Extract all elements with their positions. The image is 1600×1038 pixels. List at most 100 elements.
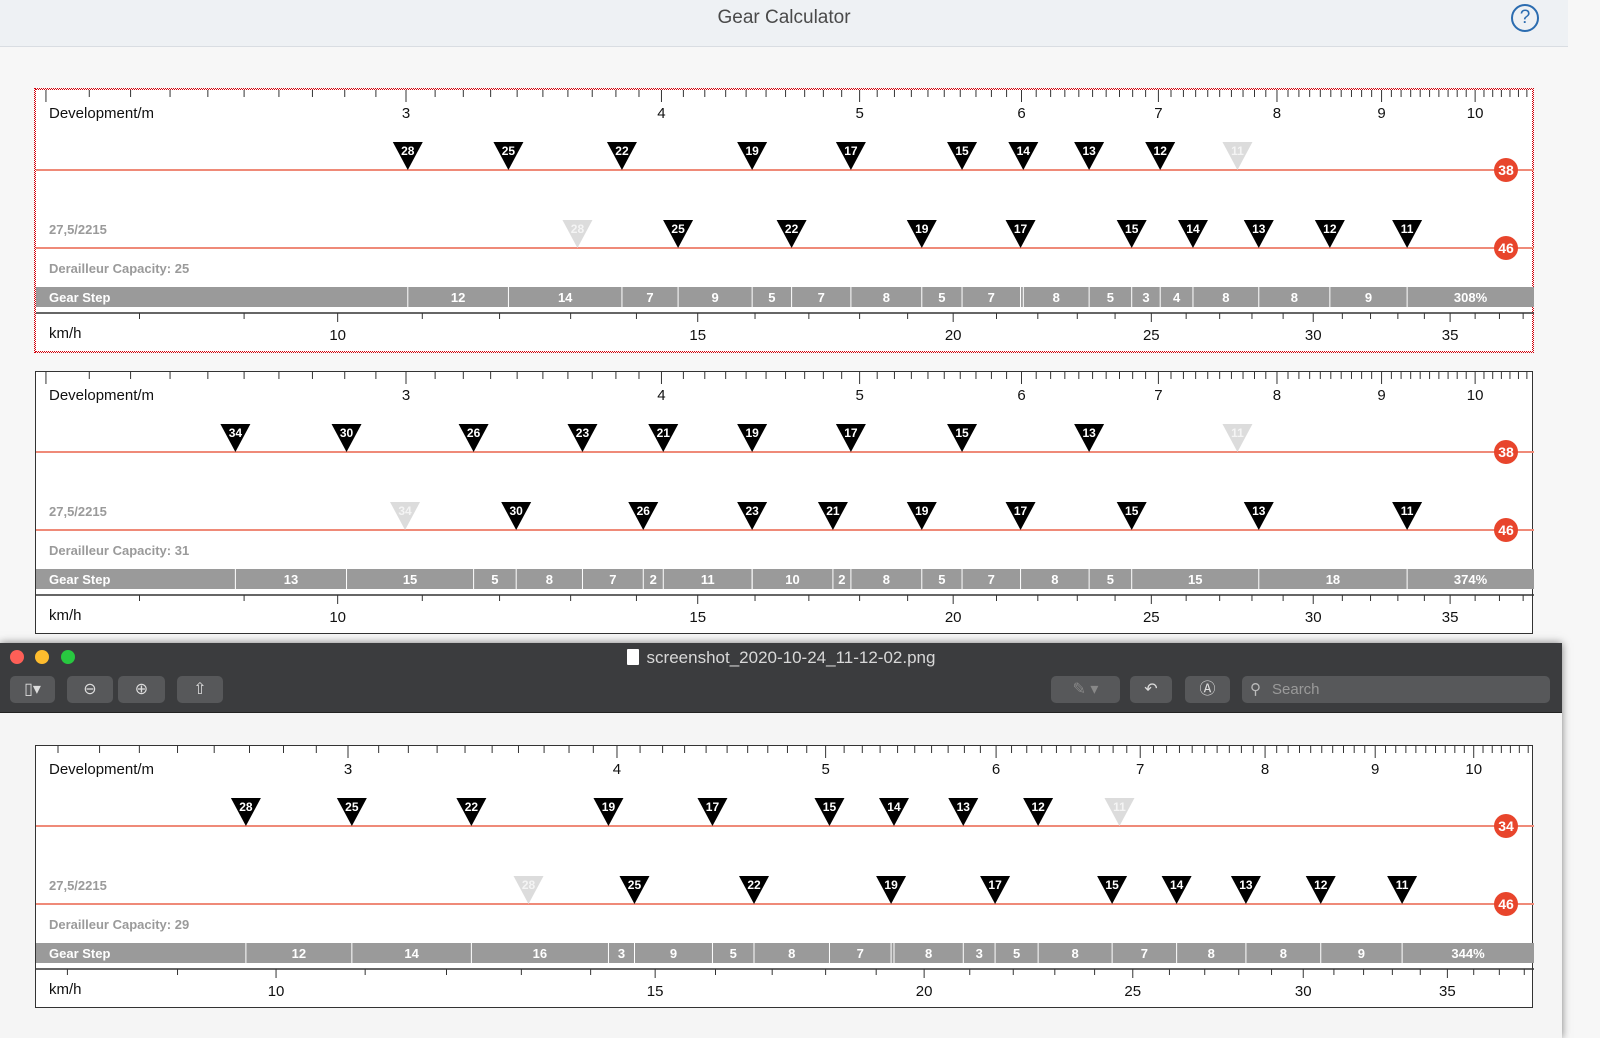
cog-label: 25 [502, 144, 516, 158]
gear-marker [606, 142, 637, 170]
cog-label: 17 [844, 144, 858, 158]
cog-label: 17 [844, 426, 858, 440]
cog-label: 17 [706, 800, 720, 814]
cog-label: 15 [955, 426, 969, 440]
annotate-icon: Ⓐ [1199, 681, 1216, 698]
cog-label: 15 [1125, 504, 1139, 518]
speed-tick-label: 20 [916, 983, 933, 1000]
cog-label: 28 [401, 144, 415, 158]
cog-label: 23 [745, 504, 759, 518]
search-icon: ⚲ [1250, 681, 1261, 698]
gear-step-value: 5 [1013, 946, 1020, 961]
dev-tick-label: 6 [1017, 105, 1025, 122]
gear-step-value: 12 [292, 946, 306, 961]
cog-label: 14 [1017, 144, 1031, 158]
cog-label: 13 [957, 800, 971, 814]
gear-marker [878, 798, 909, 826]
gear-step-bar [36, 287, 1534, 307]
markup-button[interactable]: ✎ ▾ [1051, 676, 1120, 703]
filename: screenshot_2020-10-24_11-12-02.png [646, 648, 936, 667]
cog-label: 22 [785, 222, 799, 236]
gear-marker [776, 220, 807, 248]
cog-label: 13 [1252, 504, 1266, 518]
zoom-in-button[interactable]: ⊕ [118, 676, 165, 703]
gear-panel-2[interactable]: Development/m 3 4 5 6 7 8 9 10 34 30 26 23 21 19 17 15 13… [35, 371, 1534, 634]
cog-label: 34 [229, 426, 243, 440]
gear-marker [835, 424, 866, 452]
gear-marker [493, 142, 524, 170]
speed-tick-label: 20 [945, 609, 962, 626]
gear-step-value: 8 [1208, 946, 1215, 961]
help-circle-icon[interactable]: ? [1511, 4, 1539, 32]
gear-step-value: 3 [976, 946, 983, 961]
gear-panel-3[interactable]: Development/m 3 4 5 6 7 8 9 10 28 25 22 19 17 15 14 13 12… [35, 745, 1534, 1008]
zoom-out-button[interactable]: ⊖ [67, 676, 113, 703]
speed-tick-label: 20 [945, 327, 962, 344]
sidebar-button[interactable]: ▯▾ [10, 676, 55, 703]
gear-marker [1243, 220, 1274, 248]
cog-label: 13 [1082, 426, 1096, 440]
cog-label: 15 [1105, 878, 1119, 892]
gear-marker [1116, 220, 1147, 248]
search-input[interactable]: ⚲ Search [1242, 676, 1550, 703]
gear-marker-disabled [513, 876, 544, 904]
gear-step-value: 8 [1291, 290, 1298, 305]
minimize-button[interactable] [35, 650, 49, 664]
speed-tick-label: 10 [329, 327, 346, 344]
dev-tick-label: 7 [1154, 387, 1162, 404]
gear-marker [906, 220, 937, 248]
gear-marker [1314, 220, 1345, 248]
gear-marker [1392, 220, 1423, 248]
speed-tick-label: 10 [268, 983, 285, 1000]
share-button[interactable]: ⇧ [177, 676, 223, 703]
gear-marker-disabled [1104, 798, 1135, 826]
gear-step-value: 14 [404, 946, 419, 961]
gear-step-value: 5 [938, 572, 945, 587]
cog-label: 12 [1314, 878, 1328, 892]
dev-tick-label: 7 [1154, 105, 1162, 122]
dev-tick-label: 3 [344, 761, 352, 778]
cog-label: 30 [510, 504, 524, 518]
rotate-icon: ↶ [1144, 681, 1158, 698]
gear-step-value: 13 [284, 572, 298, 587]
gear-marker [1005, 502, 1036, 530]
speed-tick-label: 15 [689, 327, 706, 344]
chainring-badge [1494, 440, 1518, 464]
dev-tick-label: 10 [1467, 105, 1484, 122]
rotate-button[interactable]: ↶ [1130, 676, 1172, 703]
dev-tick-label: 8 [1261, 761, 1269, 778]
dev-tick-label: 8 [1273, 387, 1281, 404]
gear-step-label: Gear Step [49, 946, 110, 961]
close-button[interactable] [10, 650, 24, 664]
gear-step-value: 9 [1365, 290, 1372, 305]
maximize-button[interactable] [61, 650, 75, 664]
speed-tick-label: 25 [1124, 983, 1141, 1000]
gear-marker-disabled [390, 502, 421, 530]
speed-tick-label: 15 [689, 609, 706, 626]
dev-tick-label: 5 [855, 105, 863, 122]
gear-marker [1392, 502, 1423, 530]
gear-step-value: 7 [988, 572, 995, 587]
gear-marker [1023, 798, 1054, 826]
cog-label: 11 [1396, 878, 1409, 892]
cog-label: 22 [615, 144, 629, 158]
dev-tick-label: 9 [1377, 387, 1385, 404]
dev-tick-label: 8 [1273, 105, 1281, 122]
speed-tick-label: 30 [1305, 609, 1322, 626]
cog-label: 15 [823, 800, 837, 814]
speed-tick-label: 30 [1295, 983, 1312, 1000]
speed-axis-label: km/h [49, 981, 82, 998]
gear-marker [648, 424, 679, 452]
gear-step-value: 11 [701, 572, 715, 587]
gear-panel-1[interactable]: Development/m 3 4 5 6 7 8 9 10 28 25 22 19 17 15 14 13 12… [34, 88, 1534, 353]
gear-step-value: 15 [1188, 572, 1202, 587]
gear-step-value: 2 [838, 572, 845, 587]
gear-marker [1008, 142, 1039, 170]
window-toolbar: screenshot_2020-10-24_11-12-02.png ▯▾ ⊖ … [0, 643, 1562, 713]
cog-label: 19 [884, 878, 898, 892]
annotate-button[interactable]: Ⓐ [1185, 676, 1230, 703]
gear-marker [697, 798, 728, 826]
pen-icon: ✎ ▾ [1072, 681, 1099, 698]
